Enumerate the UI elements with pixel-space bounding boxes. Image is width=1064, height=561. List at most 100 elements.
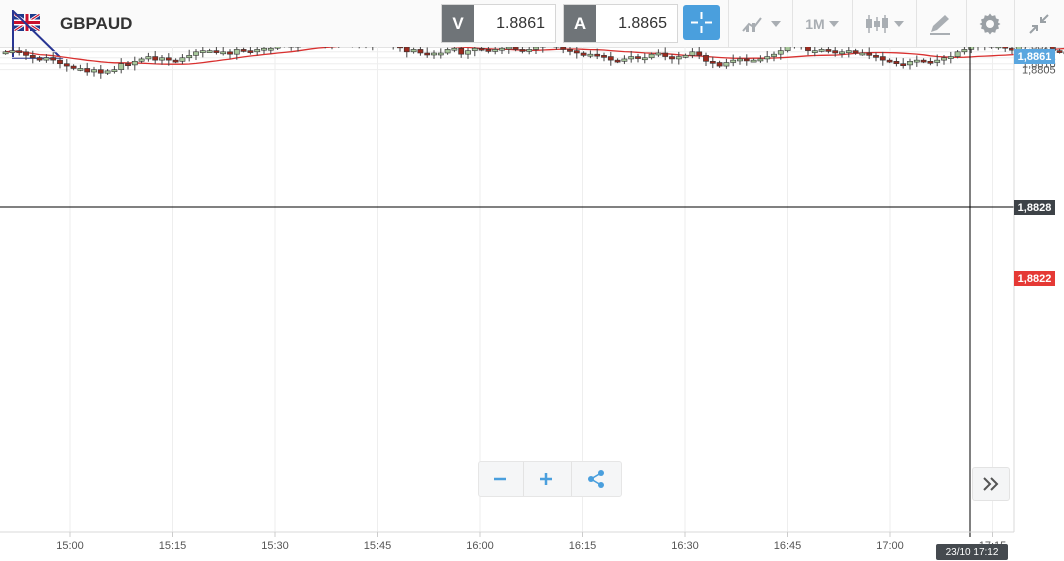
candle-up <box>723 62 730 67</box>
candle-down <box>601 55 607 58</box>
candle-down <box>594 53 601 57</box>
candle-down <box>29 55 36 59</box>
candle-down <box>23 51 29 56</box>
zoom-controls <box>478 461 622 497</box>
candle-up <box>934 59 941 63</box>
draw-tools-button[interactable] <box>918 0 962 47</box>
double-chevron-right-icon <box>983 477 999 491</box>
time-tick-label: 15:30 <box>261 540 289 552</box>
crosshair-button[interactable] <box>683 5 720 40</box>
candle-down <box>417 49 424 54</box>
candle-down <box>70 65 77 69</box>
toolbar-divider <box>728 0 729 47</box>
share-icon <box>588 470 604 488</box>
crosshair-time-label: 23/10 17:12 <box>936 544 1008 560</box>
zoom-in-button[interactable] <box>525 462 567 496</box>
line-chart-icon <box>742 16 762 32</box>
toolbar-divider <box>792 0 793 47</box>
candle-up <box>784 47 791 51</box>
candle-up <box>505 47 512 50</box>
candle-up <box>737 58 743 62</box>
candle-down <box>832 50 839 54</box>
candle-up <box>233 49 240 55</box>
candle-up <box>961 49 968 53</box>
candle-down <box>16 50 23 53</box>
buy-quote-box[interactable]: A 1.8865 <box>563 4 678 43</box>
gear-icon <box>979 13 1001 34</box>
candle-down <box>866 52 873 56</box>
last-price-label: 1,8822 <box>1014 271 1055 286</box>
candles <box>2 47 1064 79</box>
candle-up <box>682 55 689 58</box>
minus-icon <box>494 477 506 481</box>
candle-down <box>743 58 750 62</box>
plus-icon <box>540 473 552 485</box>
scroll-to-latest-button[interactable] <box>972 467 1010 501</box>
candle-up <box>641 57 648 61</box>
candle-down <box>805 47 811 51</box>
candle-up <box>954 51 961 57</box>
candle-up <box>220 51 227 55</box>
candle-down <box>852 50 859 54</box>
candle-down <box>567 49 573 52</box>
candle-up <box>913 59 920 63</box>
candle-style-dropdown[interactable] <box>856 0 912 47</box>
timeframe-dropdown[interactable]: 1M <box>796 0 848 47</box>
current-price-label: 1,8861 <box>1014 49 1055 64</box>
timeframe-label: 1M <box>805 15 825 32</box>
ma-line <box>5 47 1064 65</box>
candle-down <box>893 61 900 64</box>
candle-down <box>1002 47 1009 49</box>
candle-down <box>703 55 709 62</box>
candle-down <box>716 62 723 67</box>
candle-down <box>247 50 254 53</box>
sell-tag: V <box>442 5 474 42</box>
candle-up <box>675 56 682 60</box>
candle-up <box>499 47 505 51</box>
candle-down <box>635 56 641 59</box>
settings-button[interactable] <box>968 0 1012 47</box>
instrument-symbol[interactable]: GBPAUD <box>60 14 133 33</box>
candle-down <box>519 49 526 52</box>
candle-up <box>587 53 594 57</box>
candle-down <box>900 63 907 67</box>
sell-quote-box[interactable]: V 1.8861 <box>441 4 556 43</box>
time-tick-label: 16:15 <box>569 540 597 552</box>
candle-down <box>920 59 927 63</box>
toolbar: GBPAUD V 1.8861 A 1.8865 1M <box>0 0 1064 59</box>
candle-down <box>424 52 431 56</box>
candle-down <box>57 59 63 65</box>
candle-up <box>471 47 478 51</box>
candle-up <box>465 50 471 55</box>
candle-up <box>444 49 451 54</box>
collapse-button[interactable] <box>1016 0 1062 47</box>
candle-up <box>777 50 784 55</box>
share-button[interactable] <box>575 462 617 496</box>
chart-type-dropdown[interactable] <box>736 0 786 47</box>
candle-down <box>478 47 485 51</box>
zoom-out-button[interactable] <box>479 462 521 496</box>
candle-up <box>764 56 771 60</box>
candle-up <box>410 49 417 53</box>
candle-up <box>138 58 145 62</box>
candle-down <box>227 51 233 55</box>
candle-up <box>9 50 16 53</box>
candle-up <box>907 61 913 66</box>
candle-up <box>811 50 818 53</box>
time-tick-label: 15:00 <box>56 540 84 552</box>
candle-up <box>689 51 696 56</box>
candle-up <box>274 47 281 49</box>
crosshair-price-label: 1,8828 <box>1014 200 1055 215</box>
crosshair-icon <box>691 12 712 33</box>
candle-down <box>879 56 886 61</box>
toolbar-divider <box>966 0 967 47</box>
crosshair-lines <box>0 47 1014 537</box>
candle-down <box>50 57 57 61</box>
time-tick-label: 17:00 <box>876 540 904 552</box>
candle-up <box>159 57 165 61</box>
candle-down <box>485 49 492 52</box>
time-tick-label: 16:45 <box>774 540 802 552</box>
candle-up <box>771 53 777 57</box>
candle-down <box>1056 50 1063 53</box>
candle-up <box>118 63 125 70</box>
